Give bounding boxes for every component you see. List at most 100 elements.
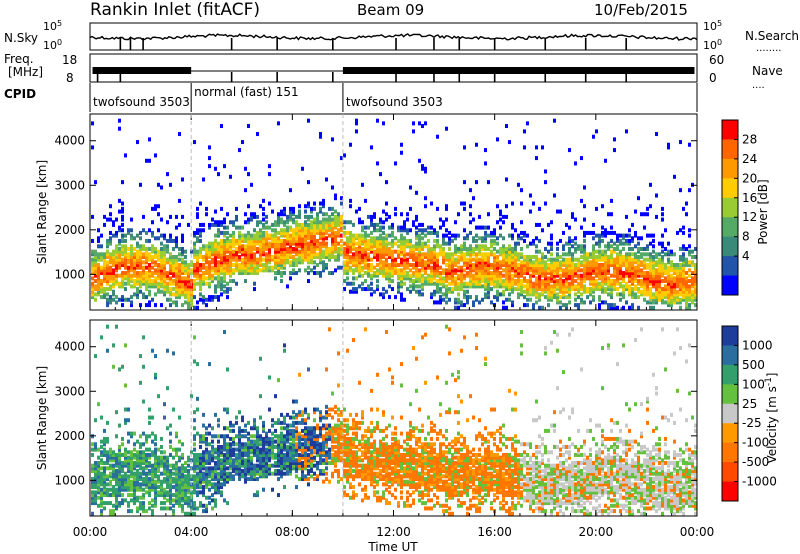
heatmap-cell (148, 284, 151, 289)
heatmap-cell (295, 252, 298, 257)
heatmap-cell (115, 263, 118, 268)
heatmap-cell (175, 434, 178, 439)
heatmap-cell (640, 246, 643, 251)
heatmap-cell (217, 444, 220, 449)
heatmap-cell (565, 271, 568, 276)
heatmap-cell (286, 260, 289, 265)
heatmap-cell (187, 279, 190, 284)
heatmap-cell (148, 257, 151, 262)
heatmap-cell (331, 225, 334, 230)
heatmap-cell (568, 268, 571, 273)
heatmap-cell (178, 222, 181, 227)
heatmap-cell (217, 254, 220, 259)
heatmap-cell (196, 238, 199, 243)
heatmap-cell (241, 268, 244, 273)
heatmap-cell (541, 145, 544, 150)
heatmap-cell (547, 257, 550, 262)
heatmap-cell (274, 249, 277, 254)
heatmap-cell (352, 287, 355, 292)
heatmap-cell (616, 238, 619, 243)
heatmap-cell (400, 279, 403, 284)
heatmap-cell (670, 287, 673, 292)
heatmap-cell (496, 289, 499, 294)
heatmap-cell (607, 287, 610, 292)
heatmap-cell (601, 276, 604, 281)
heatmap-cell (646, 273, 649, 278)
heatmap-cell (214, 260, 217, 265)
heatmap-cell (253, 281, 256, 286)
heatmap-cell (112, 297, 115, 302)
heatmap-cell (475, 225, 478, 230)
heatmap-cell (223, 436, 226, 441)
heatmap-cell (400, 297, 403, 302)
heatmap-cell (508, 263, 511, 268)
heatmap-cell (244, 246, 247, 251)
heatmap-cell (628, 260, 631, 265)
heatmap-cell (142, 466, 145, 471)
heatmap-cell (160, 271, 163, 276)
heatmap-cell (136, 289, 139, 294)
heatmap-cell (100, 487, 103, 492)
heatmap-cell (538, 273, 541, 278)
heatmap-cell (634, 254, 637, 259)
heatmap-cell (160, 241, 163, 246)
heatmap-cell (250, 450, 253, 455)
heatmap-cell (241, 460, 244, 465)
heatmap-cell (250, 212, 253, 217)
heatmap-cell (241, 452, 244, 457)
heatmap-cell (292, 220, 295, 225)
heatmap-cell (694, 281, 697, 286)
heatmap-cell (349, 257, 352, 262)
heatmap-cell (277, 246, 280, 251)
heatmap-cell (661, 233, 664, 238)
heatmap-cell (571, 244, 574, 249)
heatmap-cell (145, 458, 148, 463)
heatmap-cell (652, 271, 655, 276)
heatmap-cell (199, 276, 202, 281)
heatmap-cell (211, 241, 214, 246)
heatmap-cell (649, 260, 652, 265)
heatmap-cell (205, 436, 208, 441)
heatmap-cell (622, 305, 625, 310)
heatmap-cell (94, 482, 97, 487)
heatmap-cell (229, 273, 232, 278)
heatmap-cell (304, 238, 307, 243)
heatmap-cell (220, 477, 223, 482)
heatmap-cell (124, 383, 127, 388)
heatmap-cell (301, 244, 304, 249)
heatmap-cell (154, 479, 157, 484)
heatmap-cell (100, 268, 103, 273)
heatmap-cell (640, 292, 643, 297)
heatmap-cell (511, 265, 514, 270)
heatmap-cell (373, 222, 376, 227)
heatmap-cell (166, 485, 169, 490)
heatmap-cell (307, 252, 310, 257)
heatmap-cell (145, 295, 148, 300)
heatmap-cell (685, 257, 688, 262)
heatmap-cell (301, 254, 304, 259)
heatmap-cell (253, 477, 256, 482)
heatmap-cell (310, 228, 313, 233)
heatmap-cell (472, 238, 475, 243)
heatmap-cell (241, 246, 244, 251)
heatmap-cell (163, 469, 166, 474)
heatmap-cell (694, 268, 697, 273)
heatmap-cell (118, 284, 121, 289)
heatmap-cell (598, 249, 601, 254)
heatmap-cell (307, 222, 310, 227)
heatmap-cell (544, 180, 547, 185)
heatmap-cell (217, 418, 220, 423)
heatmap-cell (112, 487, 115, 492)
heatmap-cell (247, 436, 250, 441)
heatmap-cell (175, 289, 178, 294)
heatmap-cell (133, 460, 136, 465)
heatmap-cell (580, 246, 583, 251)
heatmap-cell (631, 289, 634, 294)
heatmap-cell (232, 268, 235, 273)
heatmap-cell (388, 276, 391, 281)
heatmap-cell (244, 477, 247, 482)
heatmap-cell (223, 265, 226, 270)
heatmap-cell (217, 281, 220, 286)
heatmap-cell (100, 503, 103, 508)
heatmap-cell (601, 265, 604, 270)
